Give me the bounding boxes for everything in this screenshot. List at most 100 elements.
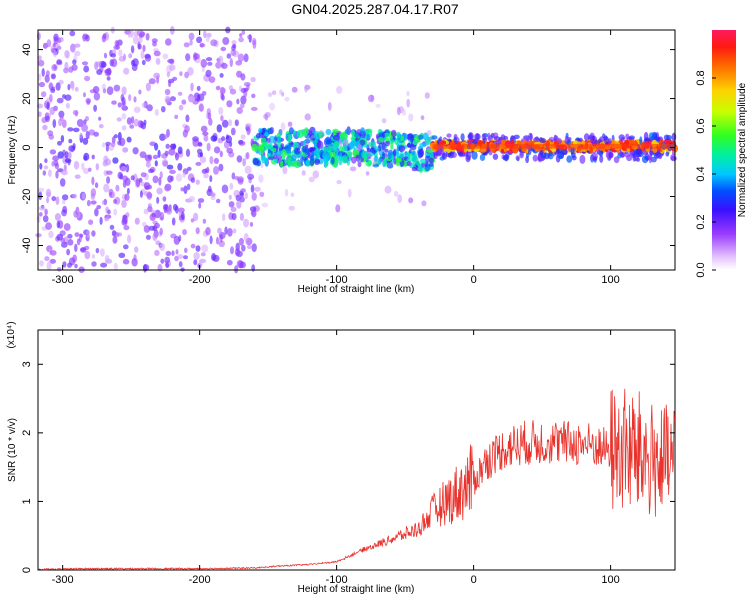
colorbar-label: Normalized spectral amplitude (737, 82, 748, 217)
spectrogram-cell (309, 154, 315, 161)
spectrogram-cell (51, 160, 55, 167)
spectrogram-cell (203, 173, 209, 179)
spectrogram-cell (159, 243, 166, 251)
spectrogram-x-tick-label: 100 (601, 274, 619, 286)
spectrogram-cell (74, 263, 78, 269)
spectrogram-cell (260, 145, 264, 155)
spectrogram-cell (381, 151, 386, 160)
spectrogram-cell (94, 182, 99, 189)
spectrogram-cell (132, 58, 139, 67)
spectrogram-cell (85, 116, 89, 122)
spectrogram-cell (366, 148, 372, 153)
spectrogram-cell (216, 124, 222, 133)
spectrogram-cell (112, 236, 118, 244)
spectrogram-cell (121, 97, 126, 106)
spectrogram-cell (326, 146, 333, 153)
spectrogram-cell (593, 156, 597, 161)
spectrogram-cell (212, 254, 220, 262)
spectrogram-cell (252, 39, 257, 49)
spectrogram-cell (562, 148, 568, 155)
spectrogram-cell (583, 133, 590, 141)
spectrogram-cell (419, 158, 426, 164)
spectrogram-cell (156, 187, 163, 195)
spectrogram-cell (134, 246, 139, 253)
spectrogram-cell (67, 151, 72, 159)
spectrogram-cell (177, 146, 183, 155)
spectrogram-cell (341, 155, 348, 164)
spectrogram-cell (187, 166, 192, 171)
spectrogram-cell (280, 160, 284, 168)
spectrogram-cell (143, 208, 149, 215)
spectrogram-cell (157, 149, 161, 158)
spectrogram-cell (184, 71, 190, 79)
spectrogram-cell (106, 176, 111, 184)
spectrogram-cell (170, 143, 174, 150)
spectrogram-cell (251, 93, 256, 99)
spectrogram-cell (56, 220, 60, 229)
spectrogram-cell (234, 248, 241, 256)
spectrogram-cell (519, 152, 524, 159)
spectrogram-frame (37, 29, 676, 271)
spectrogram-cell (325, 128, 332, 136)
spectrogram-cell (213, 157, 219, 164)
spectrogram-cell (188, 32, 195, 41)
spectrogram-cell (118, 49, 123, 57)
spectrogram-cell (671, 132, 677, 142)
snr-y-tick-label: 2 (21, 430, 33, 436)
spectrogram-cell (624, 152, 631, 158)
spectrogram-cell (156, 196, 160, 204)
spectrogram-cell (264, 111, 271, 118)
spectrogram-cell (557, 151, 565, 160)
spectrogram-cell (93, 92, 101, 101)
spectrogram-cell (50, 250, 57, 256)
spectrogram-cell (55, 196, 60, 206)
spectrogram-cell (350, 130, 355, 136)
spectrogram-cell (410, 135, 414, 144)
spectrogram-cell (205, 226, 211, 236)
spectrogram-cell (229, 88, 237, 95)
spectrogram-cell (104, 69, 111, 74)
spectrogram-cell (196, 148, 203, 154)
spectrogram-cell (336, 180, 342, 185)
spectrogram-x-ticks: -300 -200 -100 0 100 (52, 30, 620, 286)
spectrogram-cell (99, 216, 103, 225)
spectrogram-cell (153, 72, 161, 79)
spectrogram-cell (113, 199, 118, 204)
spectrogram-cell (429, 162, 434, 167)
spectrogram-cell (187, 67, 194, 76)
spectrogram-cell (52, 155, 59, 162)
spectrogram-cell (305, 144, 309, 149)
spectrogram-cell (112, 191, 116, 199)
spectrogram-cell (240, 188, 247, 193)
spectrogram-cell (271, 90, 277, 95)
spectrogram-cell (240, 95, 247, 105)
spectrogram-cell (201, 168, 208, 174)
spectrogram-cell (515, 155, 520, 161)
spectrogram-cell (182, 229, 187, 236)
spectrogram-cell (81, 123, 88, 132)
spectrogram-cell (74, 86, 79, 92)
spectrogram-cell (395, 157, 403, 163)
spectrogram-cell (251, 264, 256, 272)
spectrogram-cell (207, 61, 213, 66)
spectrogram-cell (201, 244, 209, 253)
spectrogram-cell (175, 249, 179, 255)
snr-y-axis-label: SNR (10 * v/v) (7, 418, 18, 482)
spectrogram-cell (50, 45, 56, 54)
spectrogram-cell (209, 156, 214, 165)
spectrogram-cell (460, 133, 465, 142)
spectrogram-cell (210, 192, 216, 197)
spectrogram-cell (58, 79, 64, 85)
spectrogram-cell (171, 250, 175, 256)
spectrogram-cell (61, 170, 68, 176)
spectrogram-cell (272, 154, 277, 160)
spectrogram-cell (44, 208, 48, 216)
spectrogram-cell (38, 206, 46, 211)
spectrogram-cell (539, 137, 546, 143)
spectrogram-cell (67, 233, 73, 239)
spectrogram-cell (169, 58, 175, 65)
spectrogram-cell (241, 30, 246, 35)
spectrogram-cell (471, 151, 478, 160)
spectrogram-cell (135, 178, 141, 188)
spectrogram-cell (548, 136, 555, 142)
